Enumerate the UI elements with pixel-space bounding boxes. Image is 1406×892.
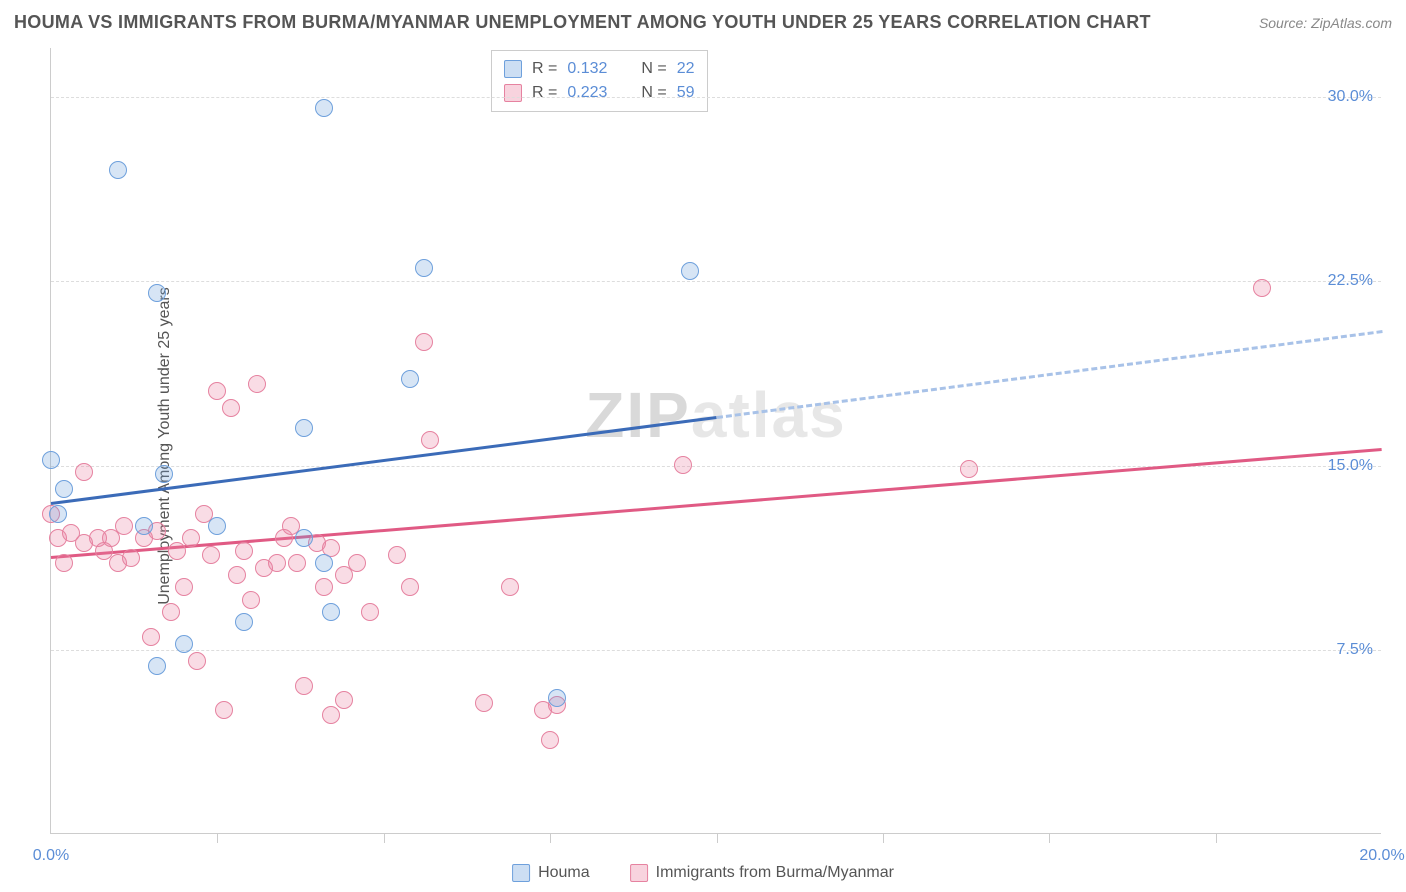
r-label: R = bbox=[532, 81, 557, 105]
houma-point bbox=[548, 689, 566, 707]
burma-point bbox=[235, 542, 253, 560]
n-label: N = bbox=[641, 57, 666, 81]
burma-point bbox=[208, 382, 226, 400]
burma-point bbox=[75, 463, 93, 481]
burma-n-value: 59 bbox=[677, 81, 695, 105]
burma-point bbox=[415, 333, 433, 351]
burma-series-label: Immigrants from Burma/Myanmar bbox=[656, 864, 894, 882]
houma-swatch-icon bbox=[512, 864, 530, 882]
houma-point bbox=[401, 370, 419, 388]
houma-point bbox=[295, 529, 313, 547]
gridline bbox=[51, 281, 1381, 282]
source-attribution: Source: ZipAtlas.com bbox=[1259, 15, 1392, 31]
burma-point bbox=[115, 517, 133, 535]
burma-point bbox=[142, 628, 160, 646]
houma-point bbox=[175, 635, 193, 653]
burma-point bbox=[541, 731, 559, 749]
houma-point bbox=[295, 419, 313, 437]
houma-point bbox=[148, 657, 166, 675]
burma-point bbox=[55, 554, 73, 572]
houma-point bbox=[148, 284, 166, 302]
burma-point bbox=[361, 603, 379, 621]
burma-point bbox=[401, 578, 419, 596]
houma-point bbox=[135, 517, 153, 535]
burma-point bbox=[188, 652, 206, 670]
burma-swatch-icon bbox=[630, 864, 648, 882]
houma-point bbox=[322, 603, 340, 621]
correlation-legend: R = 0.132 N = 22 R = 0.223 N = 59 bbox=[491, 50, 708, 112]
x-tick bbox=[883, 833, 884, 843]
x-tick-label: 20.0% bbox=[1359, 847, 1404, 865]
regression-line bbox=[716, 330, 1382, 419]
y-tick-label: 30.0% bbox=[1328, 88, 1373, 106]
n-label: N = bbox=[641, 81, 666, 105]
scatter-chart: ZIPatlas R = 0.132 N = 22 R = 0.223 N = … bbox=[50, 48, 1381, 834]
burma-point bbox=[228, 566, 246, 584]
houma-point bbox=[681, 262, 699, 280]
houma-n-value: 22 bbox=[677, 57, 695, 81]
burma-point bbox=[202, 546, 220, 564]
burma-point bbox=[162, 603, 180, 621]
x-tick bbox=[717, 833, 718, 843]
gridline bbox=[51, 650, 1381, 651]
houma-swatch-icon bbox=[504, 60, 522, 78]
burma-point bbox=[215, 701, 233, 719]
y-tick-label: 15.0% bbox=[1328, 457, 1373, 475]
y-tick-label: 7.5% bbox=[1337, 641, 1373, 659]
houma-point bbox=[49, 505, 67, 523]
burma-point bbox=[222, 399, 240, 417]
burma-point bbox=[1253, 279, 1271, 297]
burma-point bbox=[388, 546, 406, 564]
burma-point bbox=[242, 591, 260, 609]
burma-point bbox=[335, 691, 353, 709]
houma-point bbox=[315, 99, 333, 117]
chart-title: HOUMA VS IMMIGRANTS FROM BURMA/MYANMAR U… bbox=[14, 12, 1151, 33]
houma-r-value: 0.132 bbox=[567, 57, 607, 81]
burma-point bbox=[501, 578, 519, 596]
watermark: ZIPatlas bbox=[585, 378, 846, 452]
x-tick-label: 0.0% bbox=[33, 847, 69, 865]
houma-point bbox=[235, 613, 253, 631]
regression-line bbox=[51, 416, 717, 505]
burma-point bbox=[315, 578, 333, 596]
x-tick bbox=[384, 833, 385, 843]
burma-point bbox=[268, 554, 286, 572]
burma-r-value: 0.223 bbox=[567, 81, 607, 105]
houma-point bbox=[208, 517, 226, 535]
burma-point bbox=[674, 456, 692, 474]
burma-point bbox=[175, 578, 193, 596]
x-tick bbox=[217, 833, 218, 843]
series-legend: Houma Immigrants from Burma/Myanmar bbox=[512, 864, 894, 882]
houma-point bbox=[155, 465, 173, 483]
houma-point bbox=[315, 554, 333, 572]
burma-point bbox=[421, 431, 439, 449]
burma-point bbox=[475, 694, 493, 712]
x-tick bbox=[550, 833, 551, 843]
houma-point bbox=[42, 451, 60, 469]
x-tick bbox=[1216, 833, 1217, 843]
y-tick-label: 22.5% bbox=[1328, 272, 1373, 290]
gridline bbox=[51, 97, 1381, 98]
burma-point bbox=[960, 460, 978, 478]
burma-swatch-icon bbox=[504, 84, 522, 102]
burma-point bbox=[348, 554, 366, 572]
x-tick bbox=[1049, 833, 1050, 843]
r-label: R = bbox=[532, 57, 557, 81]
burma-point bbox=[248, 375, 266, 393]
burma-point bbox=[182, 529, 200, 547]
burma-point bbox=[322, 706, 340, 724]
houma-point bbox=[415, 259, 433, 277]
burma-point bbox=[295, 677, 313, 695]
houma-point bbox=[55, 480, 73, 498]
burma-point bbox=[122, 549, 140, 567]
burma-point bbox=[288, 554, 306, 572]
houma-point bbox=[109, 161, 127, 179]
houma-series-label: Houma bbox=[538, 864, 590, 882]
